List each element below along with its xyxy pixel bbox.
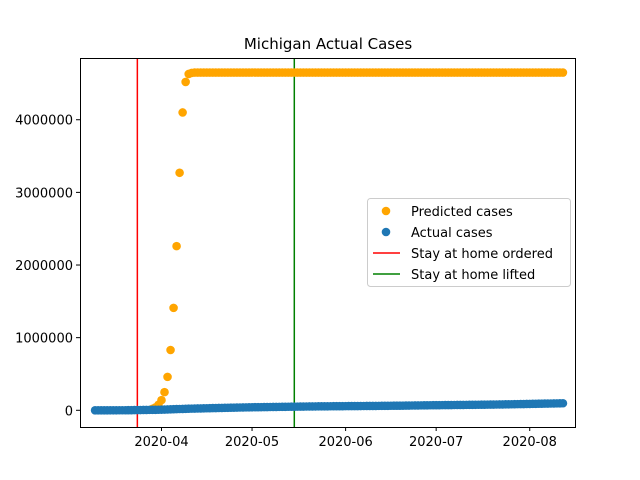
series-predicted xyxy=(148,68,568,414)
data-point xyxy=(166,345,175,355)
legend-label-actual: Actual cases xyxy=(411,226,493,241)
data-point xyxy=(157,395,166,405)
y-tick-label: 1000000 xyxy=(15,332,73,347)
x-tick-label: 2020-07 xyxy=(409,435,463,450)
legend: Predicted cases Actual cases Stay at home … xyxy=(367,198,571,287)
data-point xyxy=(172,241,181,251)
legend-label-lifted: Stay at home lifted xyxy=(411,268,535,283)
x-tick-label: 2020-05 xyxy=(225,435,279,450)
data-point xyxy=(163,372,172,382)
data-point xyxy=(181,77,190,87)
plot-area xyxy=(90,58,568,427)
legend-label-ordered: Stay at home ordered xyxy=(411,247,553,262)
x-tick-label: 2020-08 xyxy=(503,435,557,450)
y-tick-label: 0 xyxy=(65,404,73,419)
series-actual xyxy=(90,398,568,415)
y-tick-label: 3000000 xyxy=(15,186,73,201)
y-tick-label: 2000000 xyxy=(15,259,73,274)
axes-frame xyxy=(80,58,576,428)
data-point xyxy=(178,108,187,117)
x-tick-label: 2020-04 xyxy=(134,435,188,450)
data-point xyxy=(160,387,169,397)
legend-label-predicted: Predicted cases xyxy=(411,205,513,220)
legend-marker-actual xyxy=(381,227,391,237)
legend-marker-predicted xyxy=(381,206,391,216)
data-point xyxy=(175,168,184,178)
data-point xyxy=(169,303,178,313)
y-tick-label: 4000000 xyxy=(15,114,73,129)
y-axis: 0 1000000 2000000 3000000 4000000 xyxy=(15,114,80,419)
legend-box xyxy=(367,198,571,287)
data-point xyxy=(558,398,568,408)
x-tick-label: 2020-06 xyxy=(318,435,372,450)
x-axis: 2020-04 2020-05 2020-06 2020-07 2020-08 xyxy=(134,427,557,450)
data-point xyxy=(558,68,568,77)
chart-title: Michigan Actual Cases xyxy=(244,35,412,53)
